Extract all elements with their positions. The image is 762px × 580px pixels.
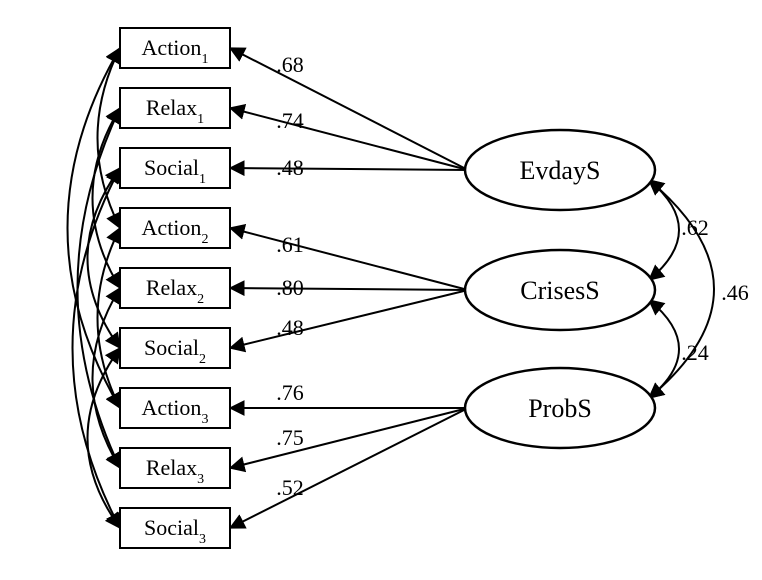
loading-coef: .75 xyxy=(276,425,304,450)
loading-path xyxy=(230,108,468,170)
loading-coef: .48 xyxy=(276,155,304,180)
loading-coef: .68 xyxy=(276,52,304,77)
loading-path xyxy=(230,48,468,170)
loading-coef: .52 xyxy=(276,475,304,500)
sem-diagram: .68.74.48.61.80.48.76.75.52.62.24.46Acti… xyxy=(0,0,762,580)
loading-path xyxy=(230,408,468,468)
indicator-correlation xyxy=(78,108,121,468)
loading-coef: .48 xyxy=(276,315,304,340)
loading-coef: .61 xyxy=(276,232,304,257)
loading-path xyxy=(230,168,468,170)
latent-correlation xyxy=(649,180,714,398)
latent-label: EvdayS xyxy=(520,156,601,185)
loading-coef: .80 xyxy=(276,275,304,300)
loading-path xyxy=(230,228,468,290)
latent-correlation xyxy=(649,180,679,280)
loading-path xyxy=(230,290,468,348)
loading-coef: .74 xyxy=(276,108,304,133)
correlation-coef: .46 xyxy=(721,280,749,305)
correlation-coef: .62 xyxy=(681,215,709,240)
loading-coef: .76 xyxy=(276,380,304,405)
latent-label: CrisesS xyxy=(520,276,599,305)
latent-label: ProbS xyxy=(528,394,592,423)
loading-path xyxy=(230,408,468,528)
loading-path xyxy=(230,288,468,290)
